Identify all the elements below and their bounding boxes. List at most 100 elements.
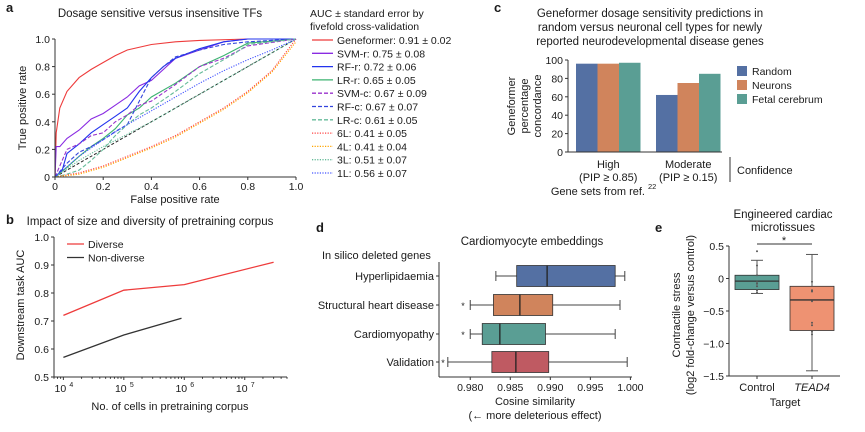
panel-b-x-tick-label: 10 bbox=[115, 383, 127, 395]
panel-e-y-label-line1: Contractile stress bbox=[671, 272, 683, 357]
panel-a-y-tick-label: 1.0 bbox=[35, 34, 50, 46]
panel-e-box bbox=[789, 285, 835, 331]
panel-c-bar-chart: Geneformer dosage sensitivity prediction… bbox=[506, 8, 823, 198]
panel-a-legend-label: 4L: 0.41 ± 0.04 bbox=[337, 141, 407, 153]
panel-b-x-label: No. of cells in pretraining corpus bbox=[91, 401, 249, 413]
panel-a-series-line bbox=[54, 41, 297, 178]
panel-c-bar bbox=[619, 62, 641, 153]
panel-a-series-line bbox=[54, 38, 297, 178]
panel-e-data-point bbox=[756, 289, 758, 292]
panel-e-data-point bbox=[811, 300, 813, 303]
panel-b-legend-label: Non-diverse bbox=[88, 253, 145, 265]
panel-a-series-line bbox=[54, 38, 297, 178]
panel-b-x-tick-label: 10 bbox=[236, 383, 248, 395]
panel-d-outlier-marker: * bbox=[461, 330, 465, 340]
panel-c-legend-swatch bbox=[737, 80, 747, 90]
panel-a-series-line bbox=[54, 38, 297, 178]
panel-b-legend-label: Diverse bbox=[88, 239, 124, 251]
panel-e-y-tick-label: −1.5 bbox=[703, 371, 724, 383]
panel-a-series-line bbox=[54, 38, 296, 178]
panel-e-data-point bbox=[811, 290, 813, 293]
panel-d-x-label-line1: Cosine similarity bbox=[495, 396, 576, 408]
panel-a-y-tick-label: 0 bbox=[44, 172, 50, 184]
panel-c-category-label: Moderate bbox=[665, 159, 711, 171]
panel-b-y-tick-label: 0.8 bbox=[34, 288, 49, 300]
panel-c-y-label-line1: Geneformer bbox=[506, 76, 518, 135]
panel-e-y-tick-label: 0 bbox=[718, 274, 724, 286]
panel-e-data-point bbox=[811, 321, 813, 324]
panel-b-ticks: 10 4 10 5 10 6 10 70.50.60.70.80.91.0 bbox=[34, 232, 288, 395]
panel-c-y-tick-label: 20 bbox=[551, 129, 563, 141]
panel-a-x-label: False positive rate bbox=[130, 194, 219, 206]
panel-b-x-tick-exponent: 7 bbox=[251, 382, 255, 389]
panel-e-data-point bbox=[811, 333, 813, 336]
panel-a-x-tick-label: 0.6 bbox=[192, 181, 207, 193]
panel-e-data-point bbox=[811, 324, 813, 327]
panel-b-y-tick-label: 0.6 bbox=[34, 344, 49, 356]
panel-a-series-line bbox=[54, 38, 297, 178]
panel-c-legend-label: Fetal cerebrum bbox=[752, 94, 823, 106]
panel-d-x-tick-label: 0.980 bbox=[457, 382, 483, 394]
panel-a-series-line bbox=[54, 38, 297, 178]
panel-c-y-tick-label: 100 bbox=[545, 55, 563, 67]
panel-c-title-line1: Geneformer dosage sensitivity prediction… bbox=[537, 8, 763, 20]
panel-c-y-tick-label: 80 bbox=[551, 73, 563, 85]
panel-c-ticks: High(PIP ≥ 0.85) Moderate(PIP ≥ 0.15) 0 20 4… bbox=[545, 55, 717, 184]
panel-c-y-label-line2: percentage bbox=[519, 78, 531, 133]
panel-a-x-tick-label: 0.4 bbox=[144, 181, 159, 193]
panel-a-legend-title-line1: AUC ± standard error by bbox=[310, 8, 424, 20]
panel-a-legend-label: 6L: 0.41 ± 0.05 bbox=[337, 128, 407, 140]
panel-b-legend: Diverse Non-diverse bbox=[67, 239, 145, 265]
panel-e-data-point bbox=[756, 274, 758, 277]
panel-e-data-point bbox=[756, 285, 758, 288]
panel-e-ticks: 0.5 0 −0.5 −1.0 −1.5 bbox=[703, 241, 729, 383]
panel-label-b: b bbox=[6, 212, 14, 227]
panel-c-y-tick-label: 0 bbox=[557, 147, 563, 159]
panel-a-legend-title-line2: fivefold cross-validation bbox=[310, 21, 419, 33]
panel-d-x-label-line2: (← more deleterious effect) bbox=[468, 410, 601, 422]
panel-b-y-label: Downstream task AUC bbox=[15, 250, 27, 361]
panel-d-category-label: Hyperlipidaemia bbox=[355, 271, 435, 283]
panel-b-x-tick-label: 10 bbox=[175, 383, 187, 395]
panel-d-box bbox=[493, 294, 554, 316]
panel-d-x-tick-label: 0.990 bbox=[537, 382, 563, 394]
panel-c-legend: Random Neurons Fetal cerebrum bbox=[737, 66, 823, 106]
panel-c-category-sublabel: (PIP ≥ 0.15) bbox=[659, 172, 717, 184]
panel-d-x-tick-label: 0.985 bbox=[497, 382, 523, 394]
panel-a-ticks: 0 0.2 0.4 0.6 0.8 1.0 0 0.2 0.4 0.6 0.8 1.0 bbox=[35, 34, 303, 193]
panel-d-group-title: In silico deleted genes bbox=[322, 250, 431, 262]
panel-c-y-tick-label: 40 bbox=[551, 110, 563, 122]
panel-b-line-chart: Impact of size and diversity of pretrain… bbox=[15, 216, 288, 413]
panel-a-legend-label: RF-c: 0.67 ± 0.07 bbox=[337, 102, 418, 114]
panel-e-data-point bbox=[811, 330, 813, 333]
panel-a-series-group bbox=[54, 38, 297, 178]
panel-e-data-point bbox=[756, 282, 758, 285]
panel-d-outlier-marker: * bbox=[461, 301, 465, 311]
panel-a-legend-label: 3L: 0.51 ± 0.07 bbox=[337, 155, 407, 167]
panel-b-y-tick-label: 1.0 bbox=[34, 232, 49, 244]
panel-a-series-line bbox=[54, 38, 297, 178]
panel-d-category-label: Validation bbox=[387, 357, 435, 369]
panel-a-y-label: True positive rate bbox=[17, 66, 29, 151]
panel-label-c: c bbox=[494, 0, 501, 15]
panel-d-box bbox=[481, 323, 546, 345]
panel-c-y-label-line3: concordance bbox=[532, 75, 544, 138]
panel-b-x-tick-exponent: 5 bbox=[130, 382, 134, 389]
panel-c-y-tick-label: 60 bbox=[551, 92, 563, 104]
panel-e-significance-star: * bbox=[782, 235, 787, 247]
panel-d-ticks: 0.980 0.985 0.990 0.995 1.000 bbox=[457, 377, 644, 394]
panel-c-bar bbox=[576, 63, 598, 152]
panel-c-bar bbox=[597, 63, 619, 152]
panel-a-roc-chart: Dosage sensitive versus insensitive TFs … bbox=[17, 8, 451, 206]
panel-a-diagonal-line bbox=[54, 38, 297, 178]
panel-c-legend-swatch bbox=[737, 66, 747, 76]
panel-b-x-tick-exponent: 4 bbox=[69, 382, 73, 389]
panel-d-box bbox=[516, 265, 616, 287]
panel-c-category-label: High bbox=[597, 159, 620, 171]
panel-e-boxplot: Engineered cardiac microtissues 0.5 0 −0.5… bbox=[671, 209, 840, 409]
panel-e-data-point bbox=[756, 264, 758, 267]
panel-c-bar bbox=[656, 94, 678, 152]
panel-label-d: d bbox=[316, 220, 324, 235]
panel-b-y-tick-label: 0.5 bbox=[34, 372, 49, 384]
panel-a-legend-label: LR-c: 0.61 ± 0.05 bbox=[337, 115, 418, 127]
